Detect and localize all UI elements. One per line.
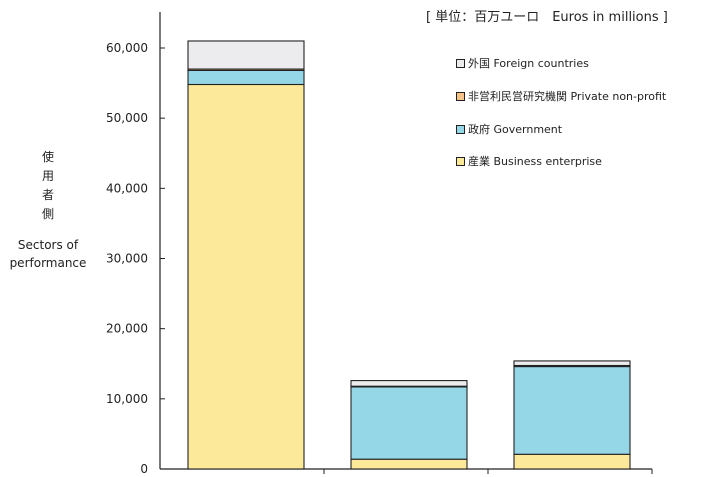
- legend-label-government: 政府 Government: [468, 123, 563, 136]
- legend-label-nonprofit: 非営利民営研究機関 Private non-profit: [468, 90, 667, 103]
- legend-swatch-business: [456, 156, 465, 166]
- bar-segment: [187, 40, 305, 70]
- y-axis-label: 使用者側 Sectors of performance: [0, 148, 96, 272]
- bar-segment: [350, 380, 468, 387]
- y-tick-label: 60,000: [106, 41, 148, 55]
- legend-item-business: 産業 Business enterprise: [456, 154, 602, 170]
- y-tick-label: 20,000: [106, 322, 148, 336]
- y-tick-label: 0: [140, 462, 148, 476]
- legend-swatch-government: [456, 124, 465, 134]
- legend-item-nonprofit: 非営利民営研究機関 Private non-profit: [456, 89, 666, 105]
- unit-label: [ 単位：百万ユーロ Euros in millions ]: [426, 10, 668, 25]
- bar-segment: [187, 83, 305, 470]
- y-tick-label: 50,000: [106, 111, 148, 125]
- y-axis-label-jp: 使用者側: [41, 150, 54, 221]
- y-axis-label-en: Sectors of performance: [9, 238, 87, 270]
- bar-segment: [350, 386, 468, 460]
- bar-segment: [513, 360, 631, 367]
- y-tick-label: 10,000: [106, 392, 148, 406]
- bar-segment: [187, 69, 305, 86]
- bar-segment: [350, 458, 468, 470]
- legend-swatch-foreign: [456, 58, 465, 68]
- legend-item-foreign: 外国 Foreign countries: [456, 56, 589, 72]
- y-tick-label: 30,000: [106, 252, 148, 266]
- y-tick-label: 40,000: [106, 181, 148, 195]
- bar-segment: [513, 366, 631, 455]
- legend-item-government: 政府 Government: [456, 122, 562, 138]
- legend-label-business: 産業 Business enterprise: [468, 155, 602, 168]
- legend-label-foreign: 外国 Foreign countries: [468, 57, 589, 70]
- legend-swatch-nonprofit: [456, 91, 465, 101]
- bar-segment: [513, 453, 631, 470]
